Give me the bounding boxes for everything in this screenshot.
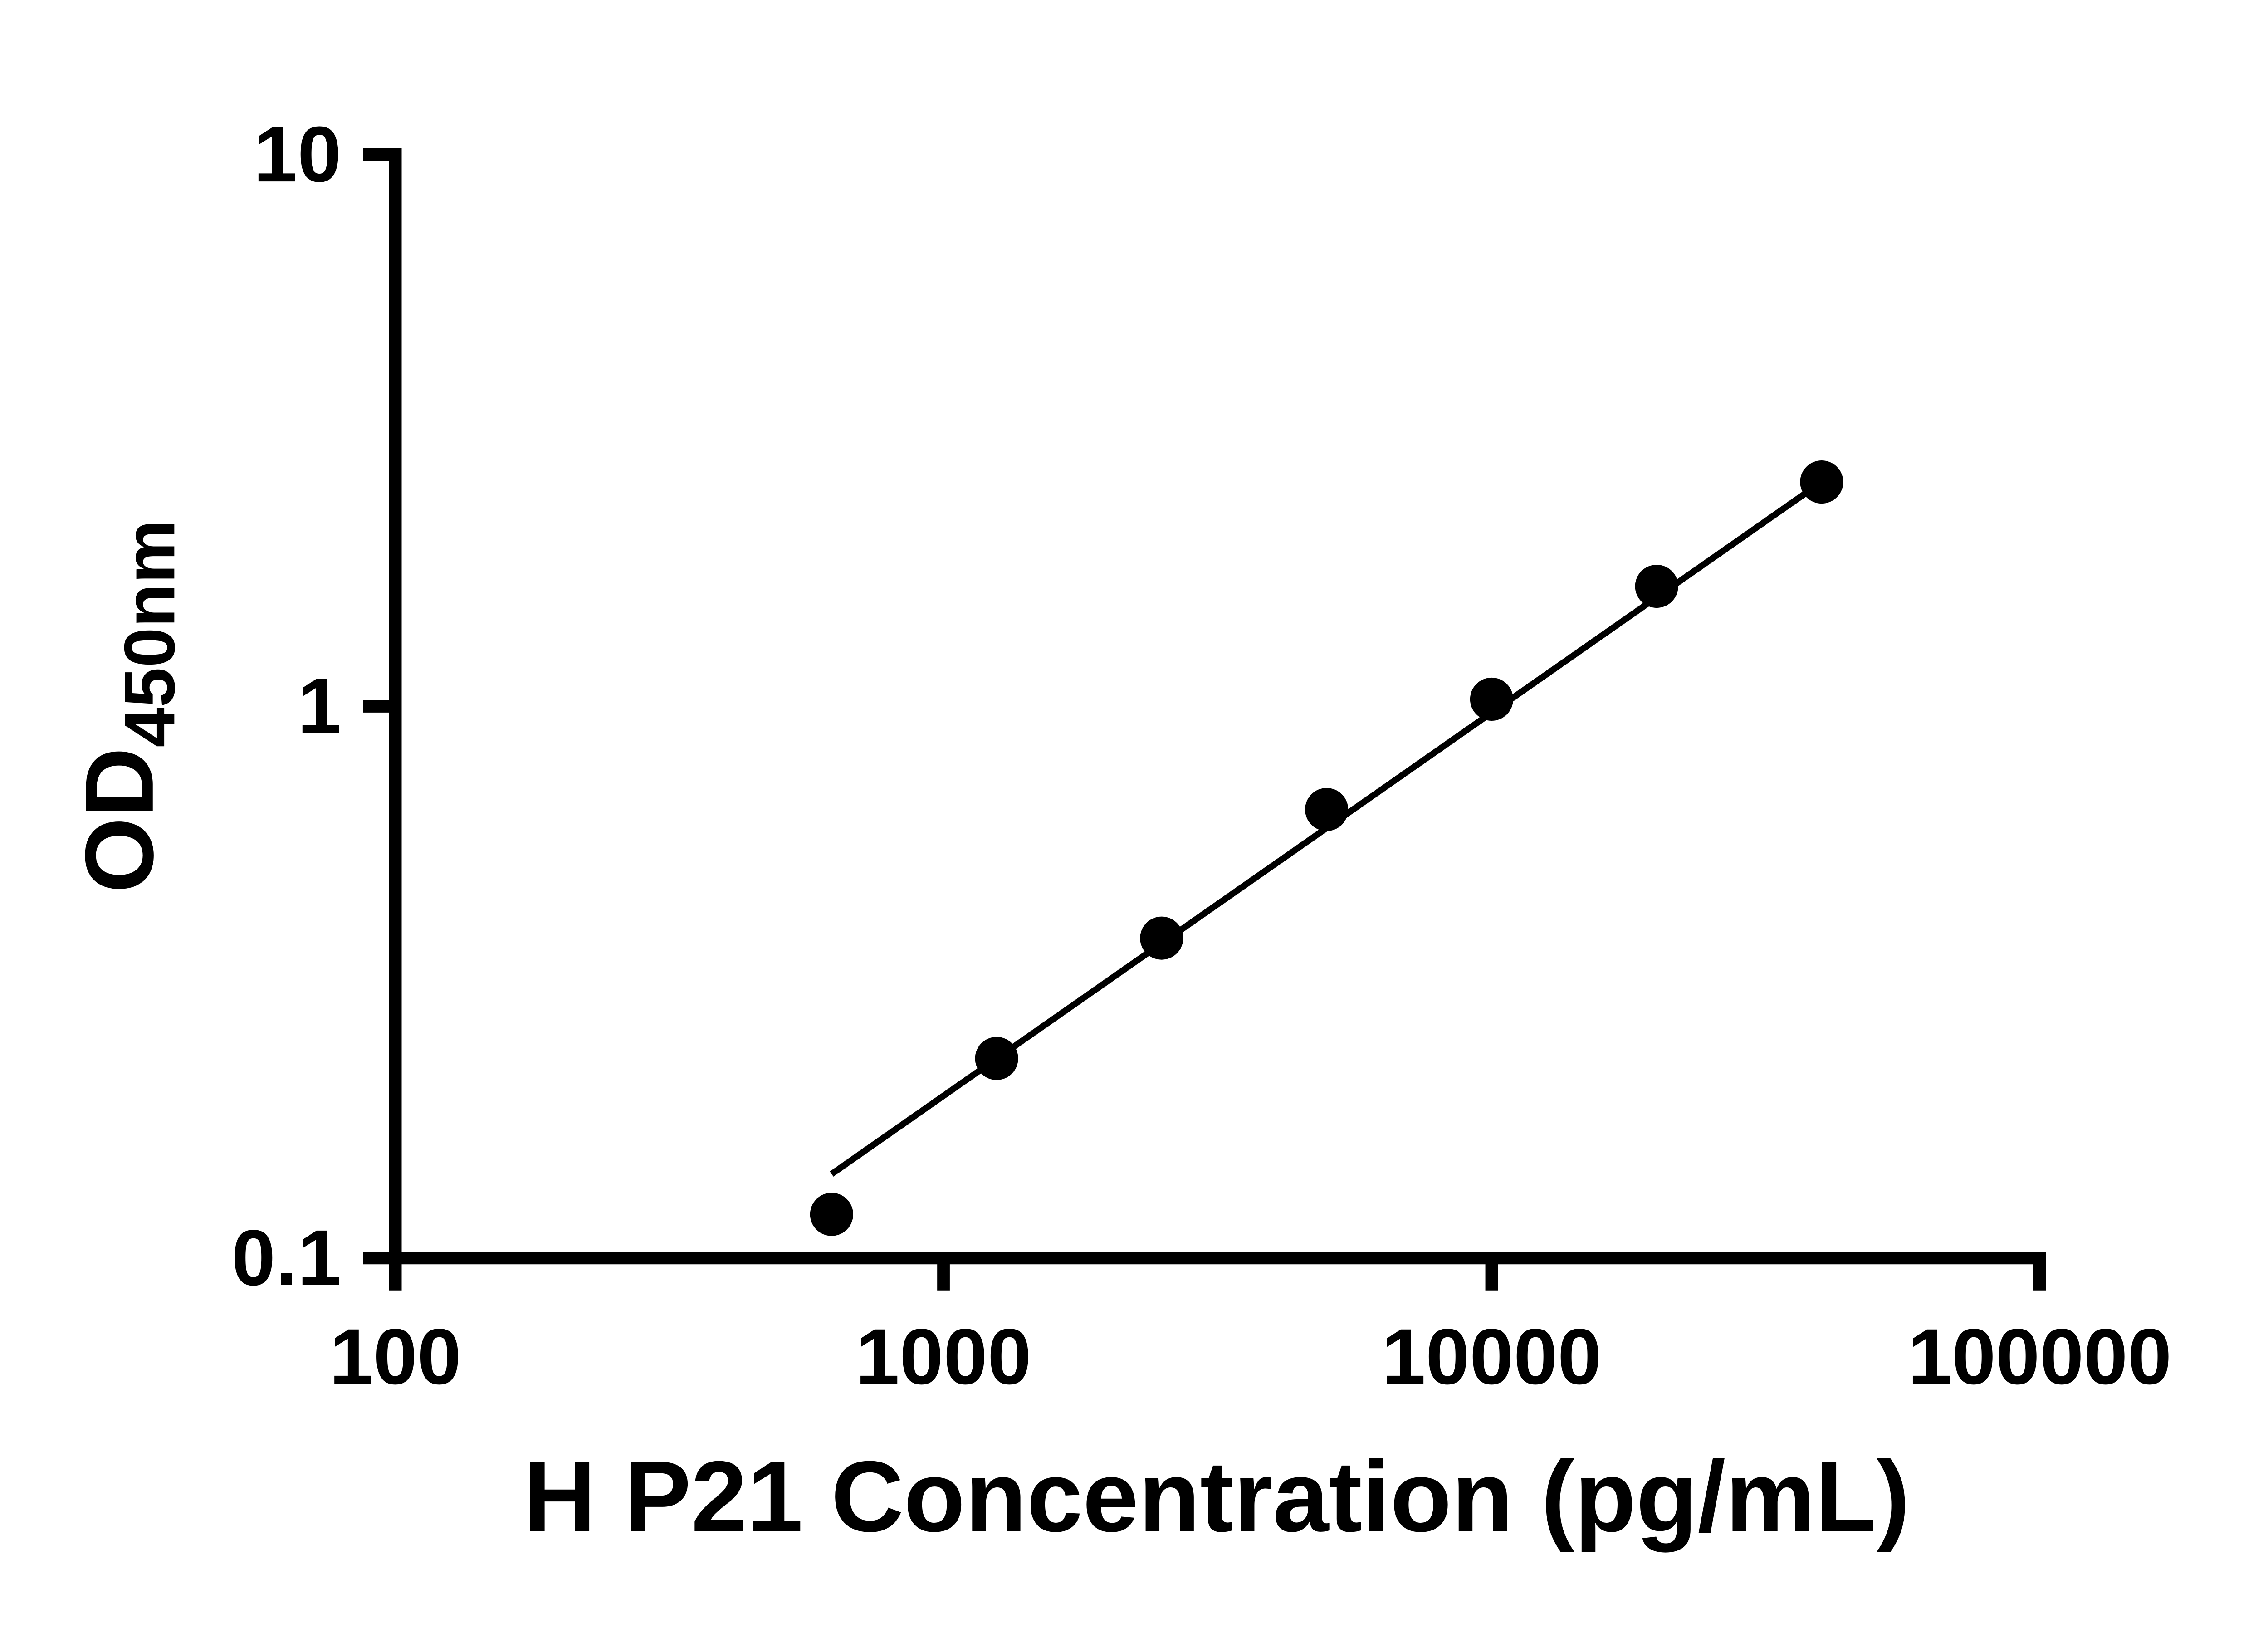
data-point <box>1800 460 1843 504</box>
plot-area: 100 1000 10000 100000 0.1 1 10 <box>231 110 2171 1401</box>
data-point <box>1305 788 1349 831</box>
x-tick-label: 1000 <box>855 1312 1031 1401</box>
data-point <box>1635 564 1678 608</box>
x-axis-title: H P21 Concentration (pg/mL) <box>523 1441 1910 1553</box>
data-point <box>975 1037 1018 1080</box>
x-tick-label: 100000 <box>1908 1312 2172 1401</box>
y-tick-label: 10 <box>254 110 342 198</box>
x-tick-label: 10000 <box>1382 1312 1602 1401</box>
y-tick-label: 0.1 <box>231 1213 341 1302</box>
x-tick-label: 100 <box>329 1312 461 1401</box>
data-point <box>1470 677 1513 721</box>
axis-line <box>389 148 2046 1265</box>
y-axis-title-subscript: 450nm <box>109 520 190 748</box>
data-point <box>810 1193 853 1236</box>
data-point <box>1140 916 1183 960</box>
y-axis-title: OD450nm <box>65 520 190 893</box>
y-axis-title-main: OD <box>65 748 174 893</box>
y-tick-label: 1 <box>298 661 342 750</box>
